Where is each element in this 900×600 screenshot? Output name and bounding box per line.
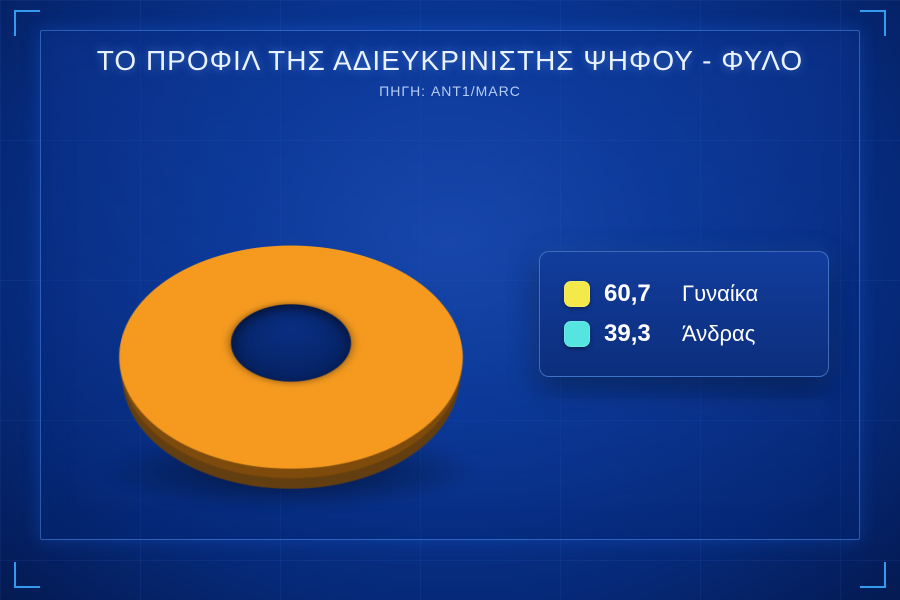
corner-mark-tl [14,10,40,36]
legend-label-male: Άνδρας [682,321,755,347]
legend-box: 60,7 Γυναίκα 39,3 Άνδρας [539,251,829,377]
corner-mark-tr [860,10,886,36]
broadcast-stage: ΤΟ ΠΡΟΦΙΛ ΤΗΣ ΑΔΙΕΥΚΡΙΝΙΣΤΗΣ ΨΗΦΟΥ - ΦΥΛ… [0,0,900,600]
chart-content: 60,7 Γυναίκα 39,3 Άνδρας [41,131,859,539]
legend-label-female: Γυναίκα [682,281,758,307]
corner-mark-bl [14,562,40,588]
chart-title: ΤΟ ΠΡΟΦΙΛ ΤΗΣ ΑΔΙΕΥΚΡΙΝΙΣΤΗΣ ΨΗΦΟΥ - ΦΥΛ… [41,45,859,77]
chart-source: ΠΗΓΗ: ANT1/MARC [41,83,859,99]
corner-mark-br [860,562,886,588]
chart-panel: ΤΟ ΠΡΟΦΙΛ ΤΗΣ ΑΔΙΕΥΚΡΙΝΙΣΤΗΣ ΨΗΦΟΥ - ΦΥΛ… [40,30,860,540]
legend-value-female: 60,7 [604,280,668,308]
legend-swatch-female [564,281,590,307]
legend-row-male: 39,3 Άνδρας [564,314,804,354]
legend-row-female: 60,7 Γυναίκα [564,274,804,314]
legend-value-male: 39,3 [604,320,668,348]
legend-swatch-male [564,321,590,347]
legend-reflection [539,399,829,459]
header: ΤΟ ΠΡΟΦΙΛ ΤΗΣ ΑΔΙΕΥΚΡΙΝΙΣΤΗΣ ΨΗΦΟΥ - ΦΥΛ… [41,31,859,99]
donut-chart [92,246,490,469]
